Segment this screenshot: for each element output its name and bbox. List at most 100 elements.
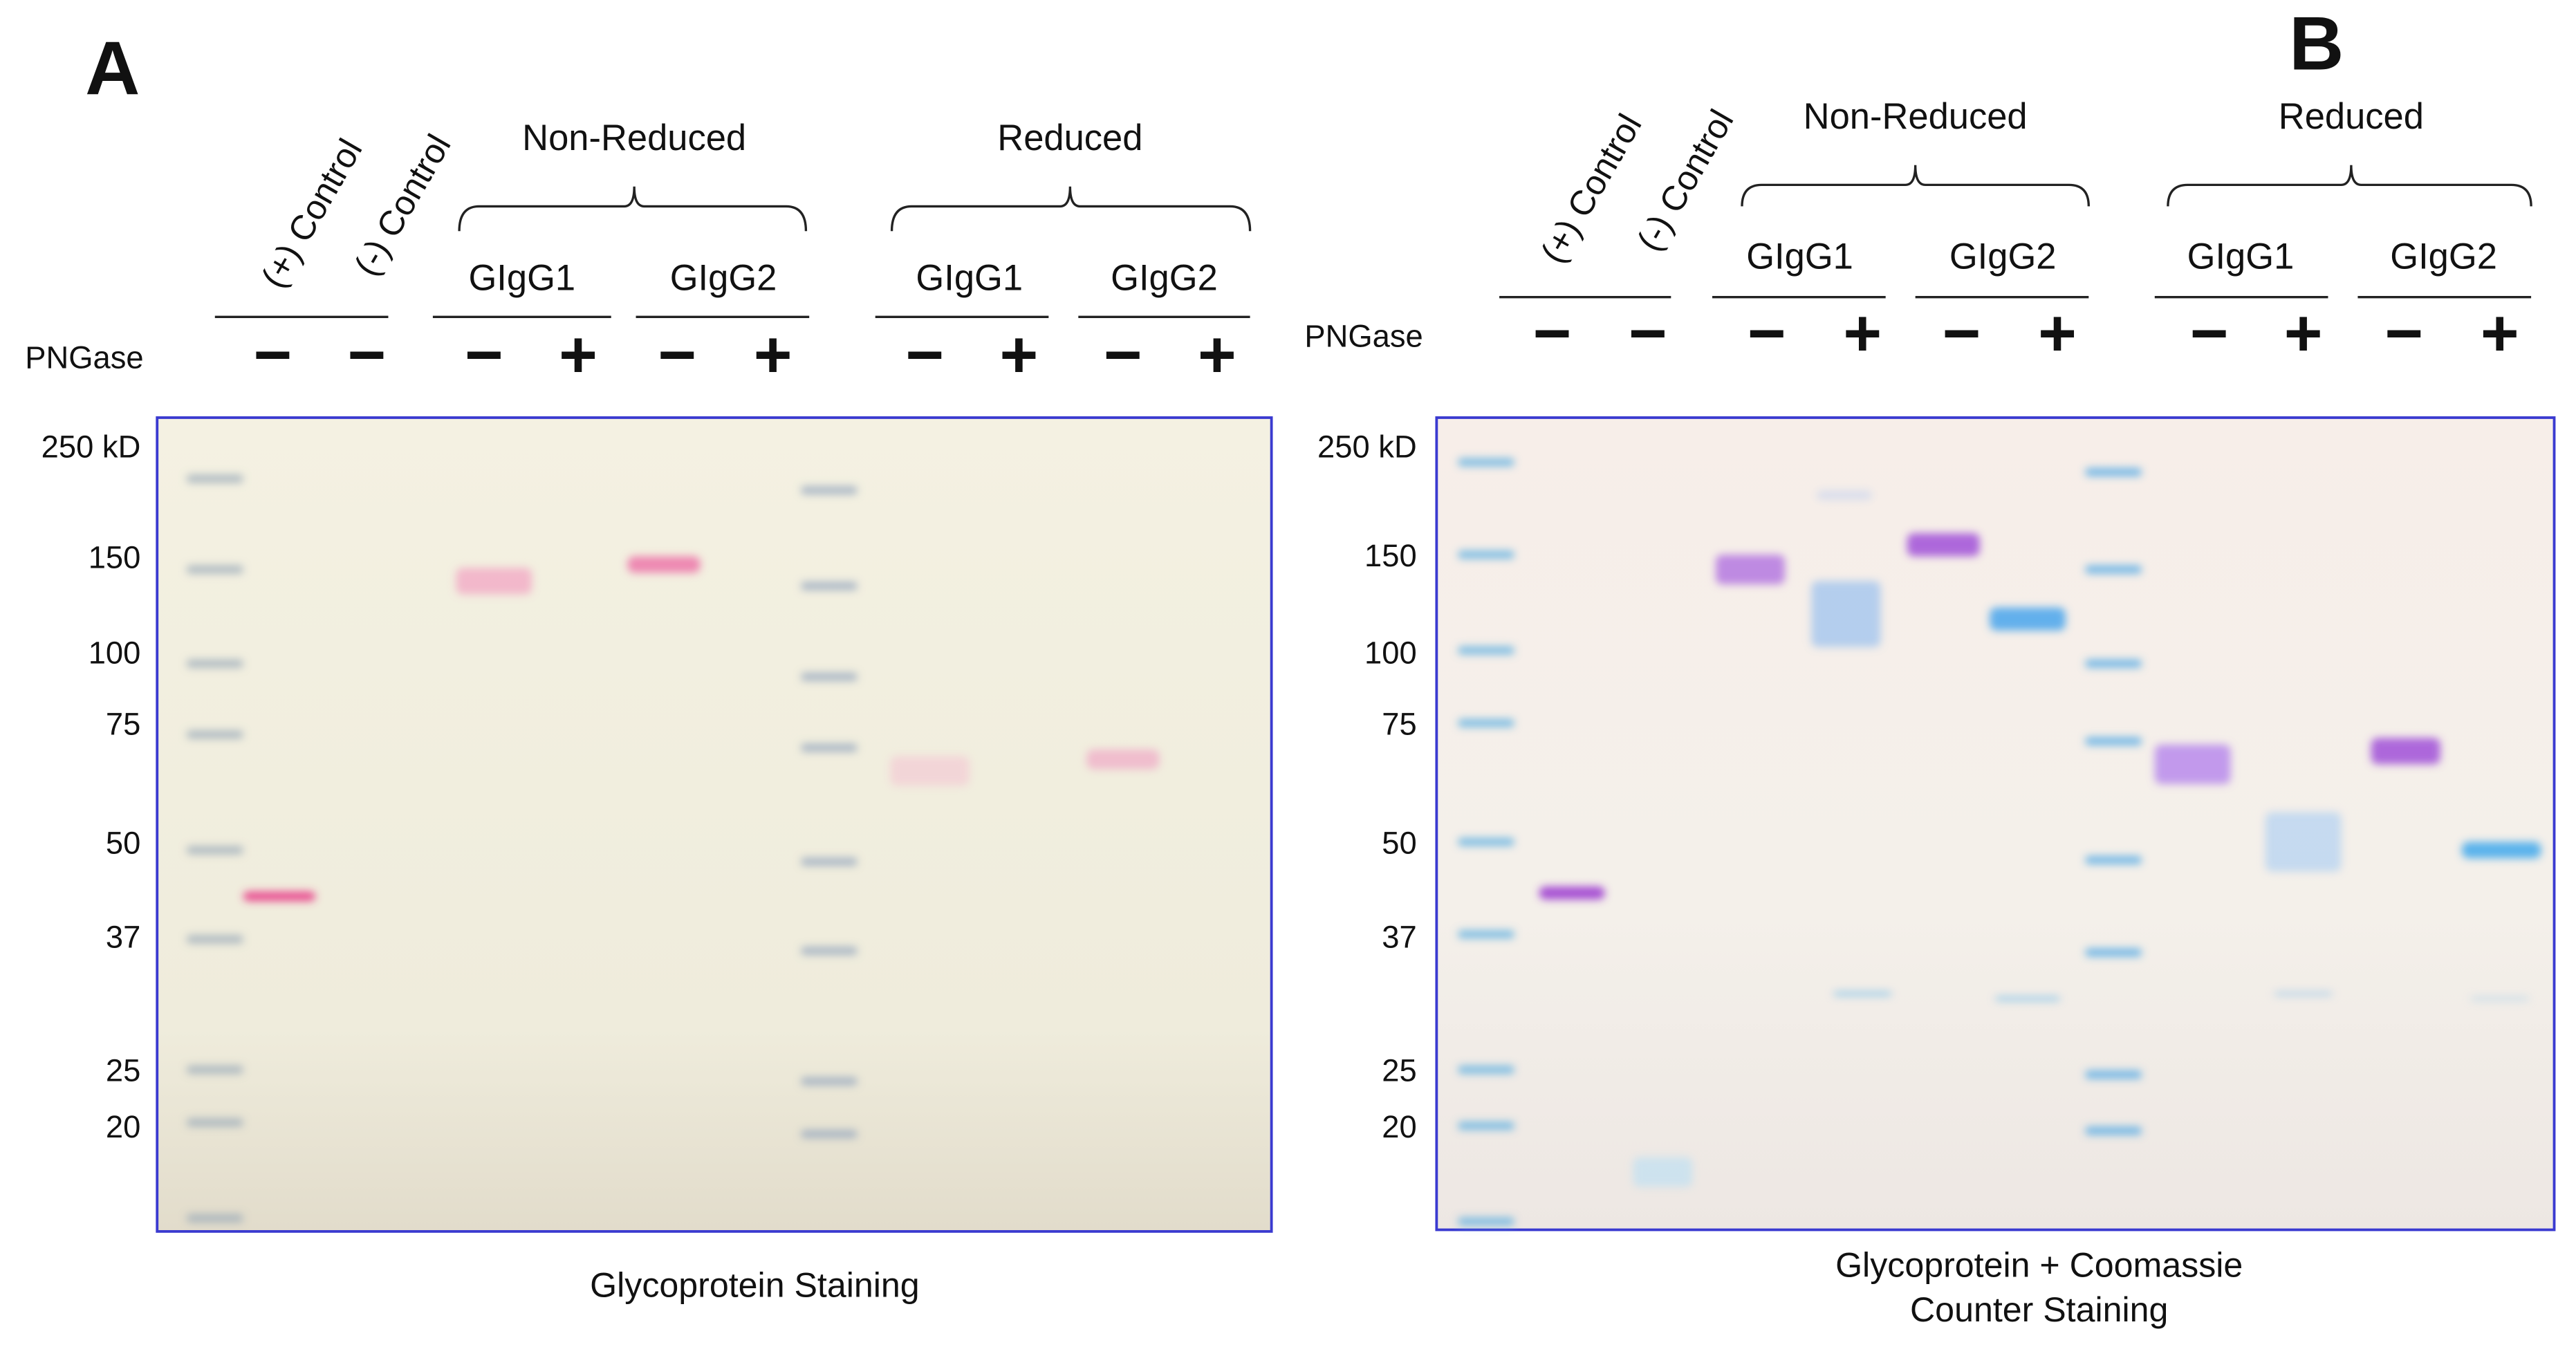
bands [187,474,1160,1223]
ladder-band [187,1214,243,1223]
band [627,556,701,573]
ladder-band [2085,1070,2142,1079]
lane-label: (+) Control [254,132,370,294]
marker-label: 25 [1382,1053,1416,1088]
treatment-sign: − [348,319,387,392]
subgroup-label: GIgG1 [2187,236,2295,277]
ladder-band [801,743,858,752]
band [1990,607,2066,631]
panel-letter: B [2289,2,2344,86]
ladder-band [1458,550,1514,559]
ladder-band [2085,948,2142,957]
ladder-band [801,582,858,591]
treatment-sign: + [559,319,597,392]
marker-label: 150 [89,539,141,575]
group-label: Non-Reduced [522,118,746,158]
marker-label: 50 [1382,825,1416,860]
ladder-band [1458,718,1514,727]
band [1907,533,1980,557]
marker-label: 25 [106,1053,140,1088]
band [2461,842,2541,859]
ladder-band [801,1077,858,1086]
band [890,756,970,786]
ladder-band [187,1118,243,1127]
subgroup-label: GIgG2 [1111,258,1218,299]
pngase-label: PNGase [25,340,143,375]
group-label: Non-Reduced [1804,96,2028,137]
ladder-band [187,659,243,668]
ladder-band [1458,646,1514,655]
band [456,568,532,595]
ladder-band [2085,467,2142,476]
treatment-sign: − [1943,297,1981,371]
ladder-band [801,947,858,956]
marker-label: 37 [1382,919,1416,954]
ladder-band [2085,855,2142,864]
treatment-sign: + [999,319,1038,392]
treatment-sign: + [1843,297,1882,371]
band [2273,991,2333,996]
bracket [890,186,1252,232]
ladder-band [1458,458,1514,467]
marker-label: 100 [1364,635,1417,671]
ladder-band [801,1130,858,1139]
band [1811,581,1881,647]
treatment-sign: − [1629,297,1667,371]
subgroup-label: GIgG2 [2390,236,2497,277]
marker-label: 20 [106,1109,140,1144]
ladder-band [801,486,858,494]
ladder-band [1458,930,1514,939]
subgroup-label: GIgG1 [916,258,1023,299]
band [1715,555,1786,585]
subgroup-label: GIgG1 [1746,236,1853,277]
caption: Counter Staining [1910,1290,2168,1329]
treatment-sign: − [253,319,292,392]
marker-label: 150 [1364,538,1417,573]
ladder-band [187,474,243,483]
gel [1435,416,2556,1232]
band [2371,738,2440,765]
ladder-band [187,565,243,574]
ladder-band [2085,1126,2142,1135]
pngase-label: PNGase [1304,318,1423,353]
band [1539,886,1605,900]
bands [1458,458,2541,1226]
marker-label: 20 [1382,1109,1416,1144]
treatment-sign: + [1198,319,1236,392]
group-label: Reduced [2279,96,2424,137]
treatment-sign: + [754,319,793,392]
group-label: Reduced [997,118,1142,158]
band [2265,812,2342,872]
ladder-band [1458,1065,1514,1074]
treatment-sign: + [2481,297,2519,371]
ladder-band [187,935,243,944]
treatment-sign: − [905,319,944,392]
ladder-band [187,846,243,855]
ladder-band [2085,659,2142,668]
subgroup-label: GIgG2 [1949,236,2057,277]
band [1086,749,1160,770]
ladder-band [2085,565,2142,574]
marker-label: 250 kD [1317,429,1417,464]
ladder-band [187,730,243,739]
ladder-band [1458,837,1514,846]
ladder-band [187,1065,243,1074]
treatment-sign: + [2038,297,2077,371]
ladder-band [801,672,858,681]
caption: Glycoprotein Staining [590,1265,919,1304]
treatment-sign: − [465,319,503,392]
marker-label: 37 [106,919,140,954]
ladder-band [1458,1217,1514,1226]
band [1833,991,1893,996]
subgroup-label: GIgG1 [468,258,575,299]
gel [156,416,1273,1233]
band [1816,490,1873,501]
caption: Glycoprotein + Coomassie [1835,1246,2243,1285]
ladder-band [2085,736,2142,745]
bracket [458,186,808,232]
ladder-band [1458,1122,1514,1131]
subgroup-label: GIgG2 [670,258,777,299]
